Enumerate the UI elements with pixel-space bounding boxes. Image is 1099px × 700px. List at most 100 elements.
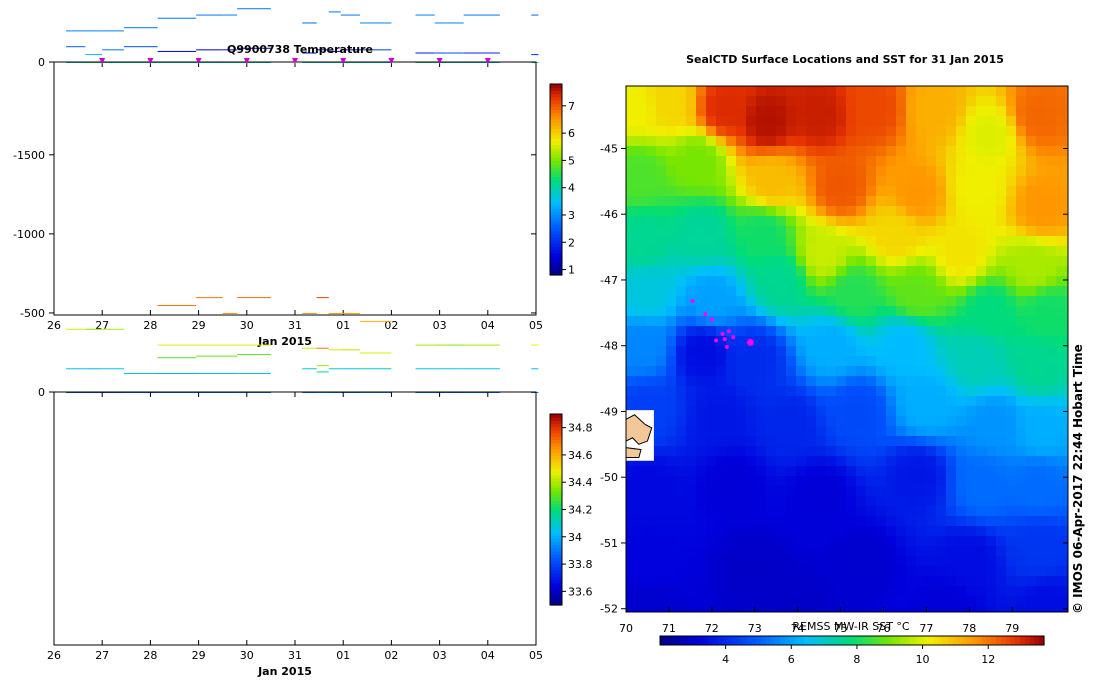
sst-cell [686, 476, 697, 487]
sst-cell [786, 366, 797, 377]
sst-cell [756, 416, 767, 427]
sst-cell [636, 316, 647, 327]
sst-cell [766, 396, 777, 407]
sst-cell [756, 496, 767, 507]
sst-cell [966, 366, 977, 377]
sst-cell [786, 606, 797, 613]
sst-cell [736, 166, 747, 177]
sst-cell [1056, 186, 1067, 197]
sst-cell [1046, 566, 1057, 577]
sst-cell [1016, 196, 1027, 207]
profile-marker [388, 58, 395, 64]
sst-cell [836, 486, 847, 497]
sst-cell [636, 366, 647, 377]
sst-cell [956, 96, 967, 107]
sst-cell [786, 196, 797, 207]
sst-cell [986, 536, 997, 547]
sst-cell [936, 426, 947, 437]
sst-cell [986, 456, 997, 467]
sst-cell [696, 96, 707, 107]
sst-cell [916, 256, 927, 267]
sst-cell [906, 516, 917, 527]
sst-cell [926, 186, 937, 197]
sst-cell [996, 106, 1007, 117]
colorbar-segment [550, 119, 562, 123]
colorbar-segment [550, 252, 562, 257]
sst-cell [836, 106, 847, 117]
sst-cell [786, 586, 797, 597]
colorbar-segment [799, 636, 805, 645]
sst-cell [916, 296, 927, 307]
sst-cell [996, 406, 1007, 417]
sst-cell [1006, 306, 1017, 317]
sst-cell [946, 216, 957, 227]
sst-cell [1046, 146, 1057, 157]
data-cell [463, 14, 500, 16]
sst-cell [1046, 326, 1057, 337]
sst-cell [1006, 236, 1017, 247]
sst-cell [1046, 346, 1057, 357]
sst-cell [1006, 216, 1017, 227]
sst-cell [706, 136, 717, 147]
sst-cell [876, 156, 887, 167]
sst-cell [816, 346, 827, 357]
colorbar-tick-label: 6 [788, 653, 795, 666]
sst-cell [966, 416, 977, 427]
sst-cell [706, 536, 717, 547]
sst-cell [776, 366, 787, 377]
sst-cell [766, 196, 777, 207]
sst-cell [796, 336, 807, 347]
sst-cell [686, 606, 697, 613]
sst-cell [996, 216, 1007, 227]
colorbar-segment [967, 636, 973, 645]
sst-cell [856, 496, 867, 507]
data-cell [66, 30, 86, 32]
seal-locations [690, 299, 754, 350]
sst-cell [1036, 226, 1047, 237]
colorbar-segment [550, 122, 562, 126]
sst-cell [1026, 336, 1037, 347]
sst-cell [996, 446, 1007, 457]
sst-cell [1056, 106, 1067, 117]
sst-cell [786, 536, 797, 547]
sst-cell [916, 556, 927, 567]
sst-cell [816, 566, 827, 577]
sst-cell [936, 146, 947, 157]
sst-cell [866, 356, 877, 367]
sst-cell [676, 526, 687, 537]
sst-cell [876, 126, 887, 137]
sst-cell [956, 536, 967, 547]
panel-title: Q9900738 Temperature [227, 43, 373, 56]
sst-cell [816, 486, 827, 497]
sst-cell [666, 286, 677, 297]
sst-cell [796, 586, 807, 597]
sst-cell [856, 426, 867, 437]
sst-cell [636, 186, 647, 197]
sst-cell [966, 386, 977, 397]
sst-cell [696, 296, 707, 307]
sst-cell [706, 96, 717, 107]
sst-cell [656, 246, 667, 257]
sst-cell [766, 226, 777, 237]
sst-cell [966, 246, 977, 257]
sst-cell [916, 226, 927, 237]
sst-cell [1006, 326, 1017, 337]
sst-cell [1056, 146, 1067, 157]
x-tick-label: 02 [384, 319, 398, 332]
sst-cell [646, 306, 657, 317]
sst-cell [686, 256, 697, 267]
sst-cell [646, 556, 657, 567]
sst-cell [756, 266, 767, 277]
sst-cell [1046, 96, 1057, 107]
sst-cell [1016, 416, 1027, 427]
sst-cell [996, 566, 1007, 577]
sst-cell [1006, 436, 1017, 447]
sst-cell [706, 366, 717, 377]
sst-cell [966, 466, 977, 477]
sst-cell [866, 346, 877, 357]
sst-cell [936, 396, 947, 407]
colorbar-segment [550, 189, 562, 193]
sst-cell [636, 306, 647, 317]
sst-cell [916, 216, 927, 227]
x-tick-label: 78 [962, 622, 976, 635]
